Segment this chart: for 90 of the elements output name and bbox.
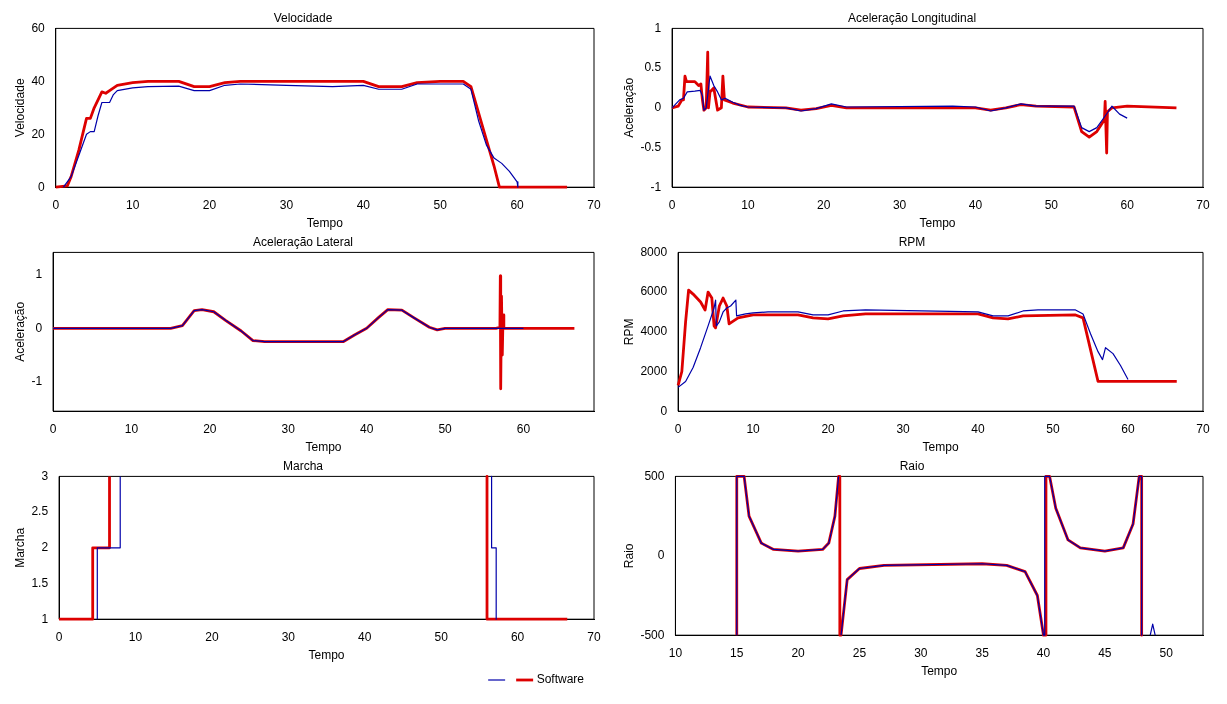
x-axis-title: Tempo xyxy=(305,440,342,455)
x-tick-label: 30 xyxy=(281,421,296,436)
y-tick-label: 1.5 xyxy=(31,575,49,590)
y-tick-label: -500 xyxy=(640,627,665,642)
y-tick-label: 0 xyxy=(35,320,43,335)
y-tick-label: 6000 xyxy=(640,284,668,299)
x-tick-label: 20 xyxy=(203,421,217,436)
x-tick-label: 60 xyxy=(516,421,531,436)
y-tick-label: 0 xyxy=(654,100,662,115)
y-tick-label: -1 xyxy=(650,179,662,194)
chart-title: Aceleração Longitudinal xyxy=(847,10,977,25)
y-tick-label: -1 xyxy=(31,374,43,389)
x-tick-label: 50 xyxy=(1159,645,1174,660)
x-tick-label: 30 xyxy=(892,197,907,212)
x-tick-label: 20 xyxy=(817,197,831,212)
chart-title: Velocidade xyxy=(273,10,333,25)
y-tick-label: 2000 xyxy=(640,363,668,378)
x-tick-label: 25 xyxy=(852,645,867,660)
y-tick-label: 500 xyxy=(644,468,665,483)
x-axis-title: Tempo xyxy=(306,216,344,231)
x-axis-title: Tempo xyxy=(922,440,959,455)
x-axis-title: Tempo xyxy=(919,216,956,231)
x-tick-label: 10 xyxy=(668,645,683,660)
y-tick-label: 0 xyxy=(660,403,668,418)
x-tick-label: 10 xyxy=(125,197,140,212)
chart-title: RPM xyxy=(898,234,926,249)
x-tick-label: 20 xyxy=(821,421,836,436)
x-tick-label: 30 xyxy=(281,629,296,644)
y-tick-label: 0 xyxy=(38,179,46,194)
x-tick-label: 10 xyxy=(128,629,143,644)
x-tick-label: 50 xyxy=(433,197,448,212)
x-tick-label: 45 xyxy=(1098,645,1112,660)
x-tick-label: 60 xyxy=(510,629,525,644)
y-tick-label: 1 xyxy=(41,611,49,626)
x-tick-label: 70 xyxy=(1196,197,1210,212)
y-tick-label: 0.5 xyxy=(644,60,662,75)
x-tick-label: 50 xyxy=(1046,421,1061,436)
x-tick-label: 30 xyxy=(279,197,294,212)
y-axis-title: Velocidade xyxy=(12,78,27,138)
y-tick-label: 8000 xyxy=(640,244,668,259)
x-tick-label: 30 xyxy=(896,421,911,436)
y-tick-label: 0 xyxy=(657,548,665,563)
x-tick-label: 0 xyxy=(52,197,60,212)
y-tick-label: 1 xyxy=(35,267,43,282)
chart-title: Marcha xyxy=(282,458,324,473)
chart-title: Raio xyxy=(899,458,925,473)
x-tick-label: 70 xyxy=(587,629,601,644)
y-tick-label: 60 xyxy=(31,20,46,35)
x-tick-label: 70 xyxy=(587,197,601,212)
x-tick-label: 35 xyxy=(975,645,990,660)
y-axis-title: Aceleração xyxy=(12,301,27,362)
x-tick-label: 60 xyxy=(1120,197,1135,212)
x-tick-label: 40 xyxy=(971,421,986,436)
x-tick-label: 40 xyxy=(968,197,983,212)
y-tick-label: 4000 xyxy=(640,324,668,339)
x-tick-label: 60 xyxy=(1121,421,1136,436)
y-tick-label: 2 xyxy=(41,540,49,555)
y-axis-title: Aceleração xyxy=(621,77,636,138)
y-tick-label: -0.5 xyxy=(640,139,662,154)
x-tick-label: 20 xyxy=(202,197,217,212)
x-tick-label: 20 xyxy=(791,645,806,660)
x-tick-label: 40 xyxy=(356,197,371,212)
x-tick-label: 40 xyxy=(1036,645,1051,660)
x-tick-label: 15 xyxy=(730,645,744,660)
x-tick-label: 10 xyxy=(746,421,761,436)
x-tick-label: 40 xyxy=(359,421,374,436)
x-axis-title: Tempo xyxy=(308,648,345,663)
x-tick-label: 50 xyxy=(1044,197,1059,212)
x-tick-label: 30 xyxy=(914,645,928,660)
y-tick-label: 1 xyxy=(654,20,662,35)
y-axis-title: RPM xyxy=(621,318,636,346)
x-tick-label: 50 xyxy=(438,421,453,436)
x-tick-label: 60 xyxy=(510,197,525,212)
y-axis-title: Marcha xyxy=(12,527,27,568)
y-tick-label: 2.5 xyxy=(31,504,49,519)
x-tick-label: 0 xyxy=(55,629,63,644)
y-tick-label: 3 xyxy=(41,468,49,483)
x-tick-label: 0 xyxy=(674,421,682,436)
x-tick-label: 20 xyxy=(205,629,219,644)
x-tick-label: 40 xyxy=(358,629,372,644)
legend-label: Software xyxy=(536,672,585,687)
y-axis-title: Raio xyxy=(621,543,636,569)
x-tick-label: 70 xyxy=(1196,421,1210,436)
x-tick-label: 50 xyxy=(434,629,449,644)
y-tick-label: 40 xyxy=(31,73,46,88)
y-tick-label: 20 xyxy=(31,126,46,141)
chart-title: Aceleração Lateral xyxy=(252,234,354,249)
x-tick-label: 10 xyxy=(124,421,139,436)
x-axis-title: Tempo xyxy=(921,664,958,679)
x-tick-label: 10 xyxy=(741,197,755,212)
